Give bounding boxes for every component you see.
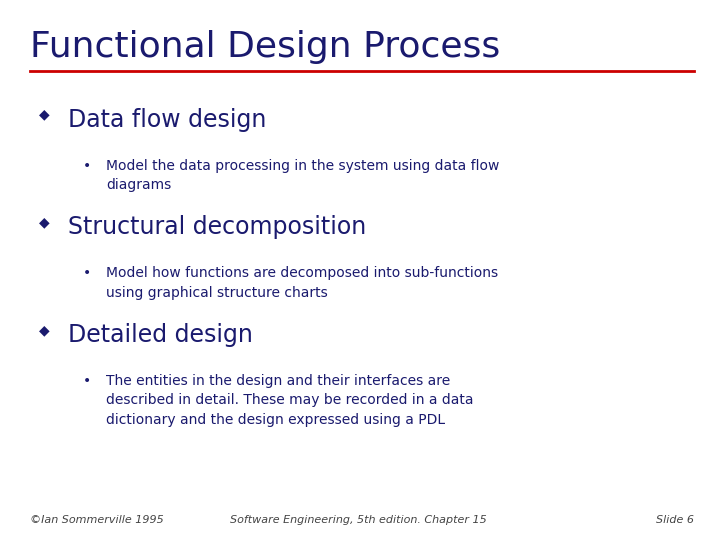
Text: Structural decomposition: Structural decomposition	[68, 215, 366, 239]
Text: •: •	[82, 159, 91, 173]
Text: ◆: ◆	[39, 108, 50, 122]
Text: Detailed design: Detailed design	[68, 323, 253, 347]
Text: Functional Design Process: Functional Design Process	[30, 30, 500, 63]
Text: •: •	[82, 266, 91, 280]
Text: ◆: ◆	[39, 323, 50, 337]
Text: Model how functions are decomposed into sub-functions
using graphical structure : Model how functions are decomposed into …	[106, 266, 498, 300]
Text: Data flow design: Data flow design	[68, 108, 267, 132]
Text: ◆: ◆	[39, 215, 50, 229]
Text: •: •	[82, 374, 91, 388]
Text: The entities in the design and their interfaces are
described in detail. These m: The entities in the design and their int…	[106, 374, 474, 427]
Text: Model the data processing in the system using data flow
diagrams: Model the data processing in the system …	[106, 159, 500, 192]
Text: Slide 6: Slide 6	[656, 514, 694, 525]
Text: Software Engineering, 5th edition. Chapter 15: Software Engineering, 5th edition. Chapt…	[230, 514, 487, 525]
Text: ©Ian Sommerville 1995: ©Ian Sommerville 1995	[30, 514, 164, 525]
